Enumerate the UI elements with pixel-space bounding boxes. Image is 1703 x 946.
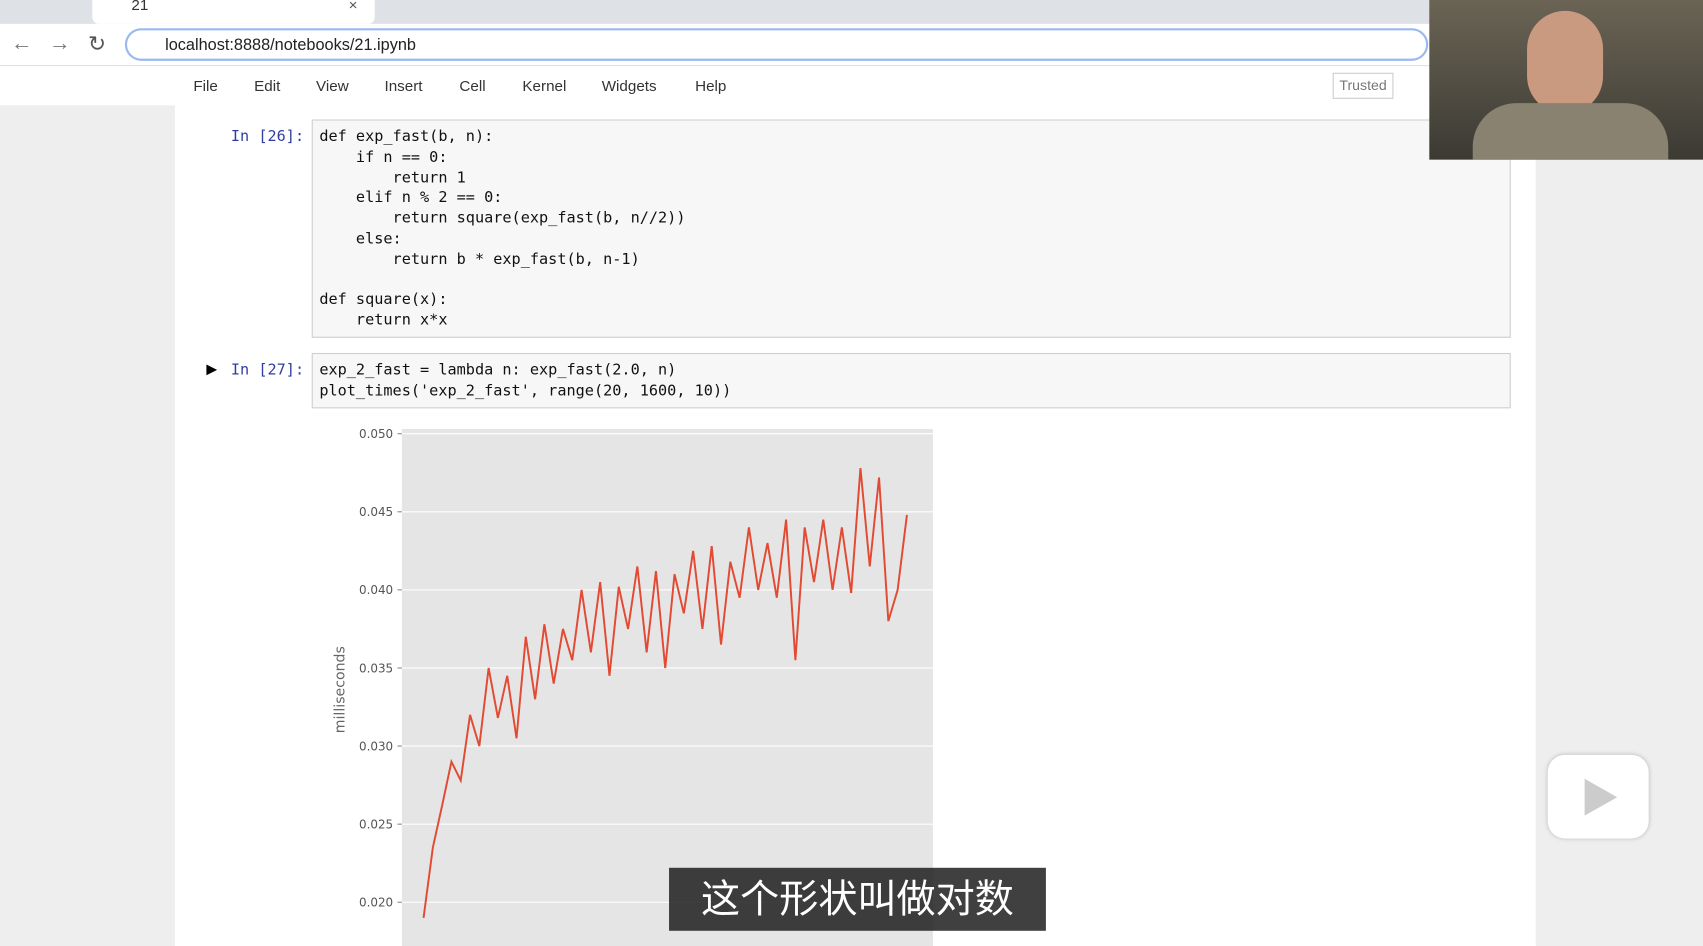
menu-item[interactable]: Cell: [459, 77, 486, 95]
prompt: In [26]:: [230, 128, 305, 146]
url-box[interactable]: localhost:8888/notebooks/21.ipynb: [124, 28, 1429, 61]
tab[interactable]: 21 ×: [92, 0, 375, 24]
trusted[interactable]: Trusted: [1332, 72, 1394, 99]
back[interactable]: ←: [10, 31, 33, 56]
y-tick-label: 0.020: [359, 896, 393, 910]
tab-title: 21: [131, 0, 149, 14]
shirt: [1472, 103, 1669, 160]
menu-item[interactable]: View: [316, 77, 349, 95]
y-tick-label: 0.045: [359, 505, 393, 519]
forward[interactable]: →: [48, 31, 71, 56]
address-row: ← → ↻ localhost:8888/notebooks/21.ipynb: [0, 23, 1703, 67]
tab-close[interactable]: ×: [348, 0, 358, 14]
menu-item[interactable]: Widgets: [601, 77, 657, 95]
menu-item[interactable]: Edit: [254, 77, 281, 95]
subtitle: 这个形状叫做对数: [669, 867, 1046, 931]
tab-bar: [0, 0, 1703, 24]
run-icon[interactable]: ▶: [206, 360, 218, 377]
y-tick-label: 0.035: [359, 661, 393, 675]
y-tick-label: 0.040: [359, 583, 393, 597]
code-cell[interactable]: def exp_fast(b, n): if n == 0: return 1 …: [311, 119, 1511, 338]
reload[interactable]: ↻: [87, 32, 107, 57]
y-tick-label: 0.030: [359, 739, 393, 753]
y-axis-label: milliseconds: [332, 646, 348, 733]
menu-item[interactable]: Insert: [384, 77, 423, 95]
code-cell[interactable]: exp_2_fast = lambda n: exp_fast(2.0, n) …: [311, 352, 1511, 409]
plot-area: [401, 429, 933, 946]
menu-item[interactable]: Kernel: [522, 77, 567, 95]
data-line: [422, 467, 908, 919]
url: localhost:8888/notebooks/21.ipynb: [165, 35, 416, 55]
prompt: In [27]:: [230, 361, 305, 380]
webcam: [1429, 0, 1703, 160]
menubar: File Edit View Insert Cell Kernel Widgets Help: [0, 66, 1703, 106]
face: [1527, 10, 1604, 115]
menu-item[interactable]: File: [193, 77, 218, 95]
y-tick-label: 0.050: [359, 427, 393, 441]
play-triangle: [1584, 778, 1618, 816]
menu-item[interactable]: Help: [695, 77, 727, 95]
y-tick-label: 0.025: [359, 818, 393, 832]
play-icon[interactable]: [1547, 754, 1649, 839]
